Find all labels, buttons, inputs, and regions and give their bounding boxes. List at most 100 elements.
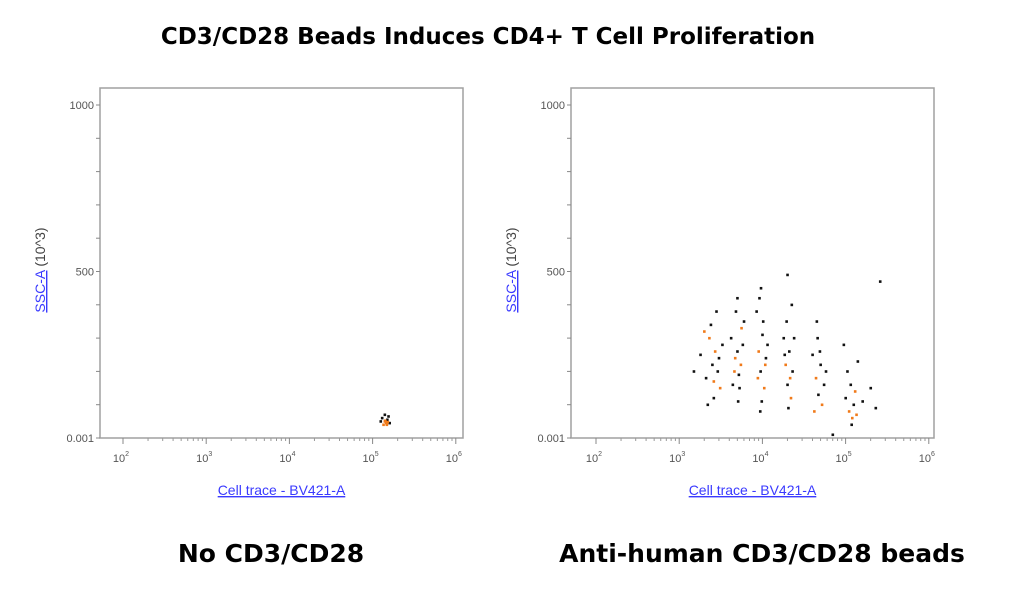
plot-frame [570, 87, 935, 439]
event-point [818, 350, 822, 353]
event-point [763, 363, 767, 367]
event-point [384, 421, 388, 425]
event-point [855, 413, 858, 417]
event-point [739, 363, 743, 367]
y-tick-label: 1000 [70, 100, 94, 112]
event-point [699, 353, 702, 357]
x-tick-label: 105 [836, 451, 852, 465]
y-axis-unit: (10^3) [32, 227, 48, 270]
event-point [733, 370, 736, 373]
event-point [729, 336, 733, 340]
event-point [790, 303, 794, 307]
event-point [716, 370, 720, 373]
x-tick-label: 102 [113, 451, 129, 465]
x-tick-exponent: 6 [931, 451, 935, 458]
event-point [822, 383, 826, 387]
x-axis-label[interactable]: Cell trace - BV421-A [218, 482, 346, 498]
event-point [789, 396, 793, 400]
x-tick-label: 105 [363, 451, 379, 465]
event-point [379, 420, 383, 423]
x-tick-exponent: 5 [375, 451, 379, 458]
x-tick-base: 10 [279, 453, 291, 465]
event-point [874, 406, 878, 410]
event-point [760, 400, 764, 403]
event-point [784, 363, 787, 367]
event-point [815, 320, 819, 323]
event-point [786, 273, 789, 277]
x-tick-exponent: 4 [292, 451, 296, 458]
event-point [853, 390, 857, 393]
event-point [758, 296, 761, 300]
event-point [786, 383, 789, 387]
event-point [761, 320, 765, 323]
event-point [704, 376, 708, 380]
event-point [736, 296, 739, 300]
event-point [819, 363, 822, 367]
event-point [847, 410, 851, 413]
event-point [850, 423, 853, 427]
event-point [717, 356, 721, 360]
x-tick-exponent: 6 [458, 451, 462, 458]
y-tick-label: 1000 [541, 100, 565, 112]
event-point [731, 383, 735, 387]
panel-caption: No CD3/CD28 [178, 539, 364, 568]
x-tick-base: 10 [752, 453, 764, 465]
event-point [742, 320, 746, 323]
event-point [816, 336, 819, 340]
x-tick-base: 10 [836, 453, 848, 465]
event-point [757, 350, 760, 353]
plot-frame [99, 87, 464, 439]
x-tick-exponent: 3 [208, 451, 212, 458]
x-tick-label: 106 [919, 451, 935, 465]
event-point [387, 415, 390, 418]
y-axis-unit: (10^3) [503, 227, 519, 270]
event-point [824, 370, 828, 373]
x-tick-exponent: 4 [765, 451, 769, 458]
event-point [813, 410, 816, 413]
event-point [846, 370, 849, 373]
event-point [384, 419, 387, 423]
x-tick-label: 102 [586, 451, 602, 465]
event-point [811, 353, 814, 357]
y-axis-parameter-link[interactable]: SSC-A [503, 269, 519, 312]
event-point [788, 376, 792, 380]
event-point [388, 421, 391, 425]
event-point [842, 343, 846, 347]
event-point [861, 400, 864, 403]
event-point [844, 396, 847, 400]
y-tick-label: 0.001 [537, 433, 565, 445]
event-point [380, 416, 384, 420]
event-point [762, 386, 766, 390]
x-tick-base: 10 [196, 453, 208, 465]
event-point [738, 386, 741, 390]
event-point [791, 370, 794, 373]
event-point [708, 336, 711, 340]
event-point [712, 380, 716, 383]
event-point [869, 386, 873, 390]
event-point [386, 418, 389, 422]
event-point [856, 360, 860, 363]
event-point [740, 326, 743, 330]
event-point [849, 383, 853, 387]
y-axis-parameter-link[interactable]: SSC-A [32, 269, 48, 312]
y-tick-label: 0.001 [66, 433, 94, 445]
event-point [383, 413, 387, 417]
x-axis-label[interactable]: Cell trace - BV421-A [689, 482, 817, 498]
event-point [692, 370, 696, 373]
event-point [711, 363, 714, 367]
x-tick-exponent: 5 [848, 451, 852, 458]
event-point [759, 370, 762, 373]
x-tick-exponent: 2 [125, 451, 129, 458]
x-tick-base: 10 [113, 453, 125, 465]
x-tick-label: 106 [446, 451, 462, 465]
y-tick-label: 500 [76, 267, 94, 279]
event-point [820, 403, 824, 407]
event-point [761, 333, 764, 337]
y-tick-label: 500 [547, 267, 565, 279]
event-point [741, 343, 745, 347]
x-tick-base: 10 [363, 453, 375, 465]
event-point [715, 310, 718, 313]
event-point [733, 356, 737, 360]
x-tick-exponent: 3 [681, 451, 685, 458]
y-axis-label: SSC-A (10^3) [32, 227, 48, 312]
